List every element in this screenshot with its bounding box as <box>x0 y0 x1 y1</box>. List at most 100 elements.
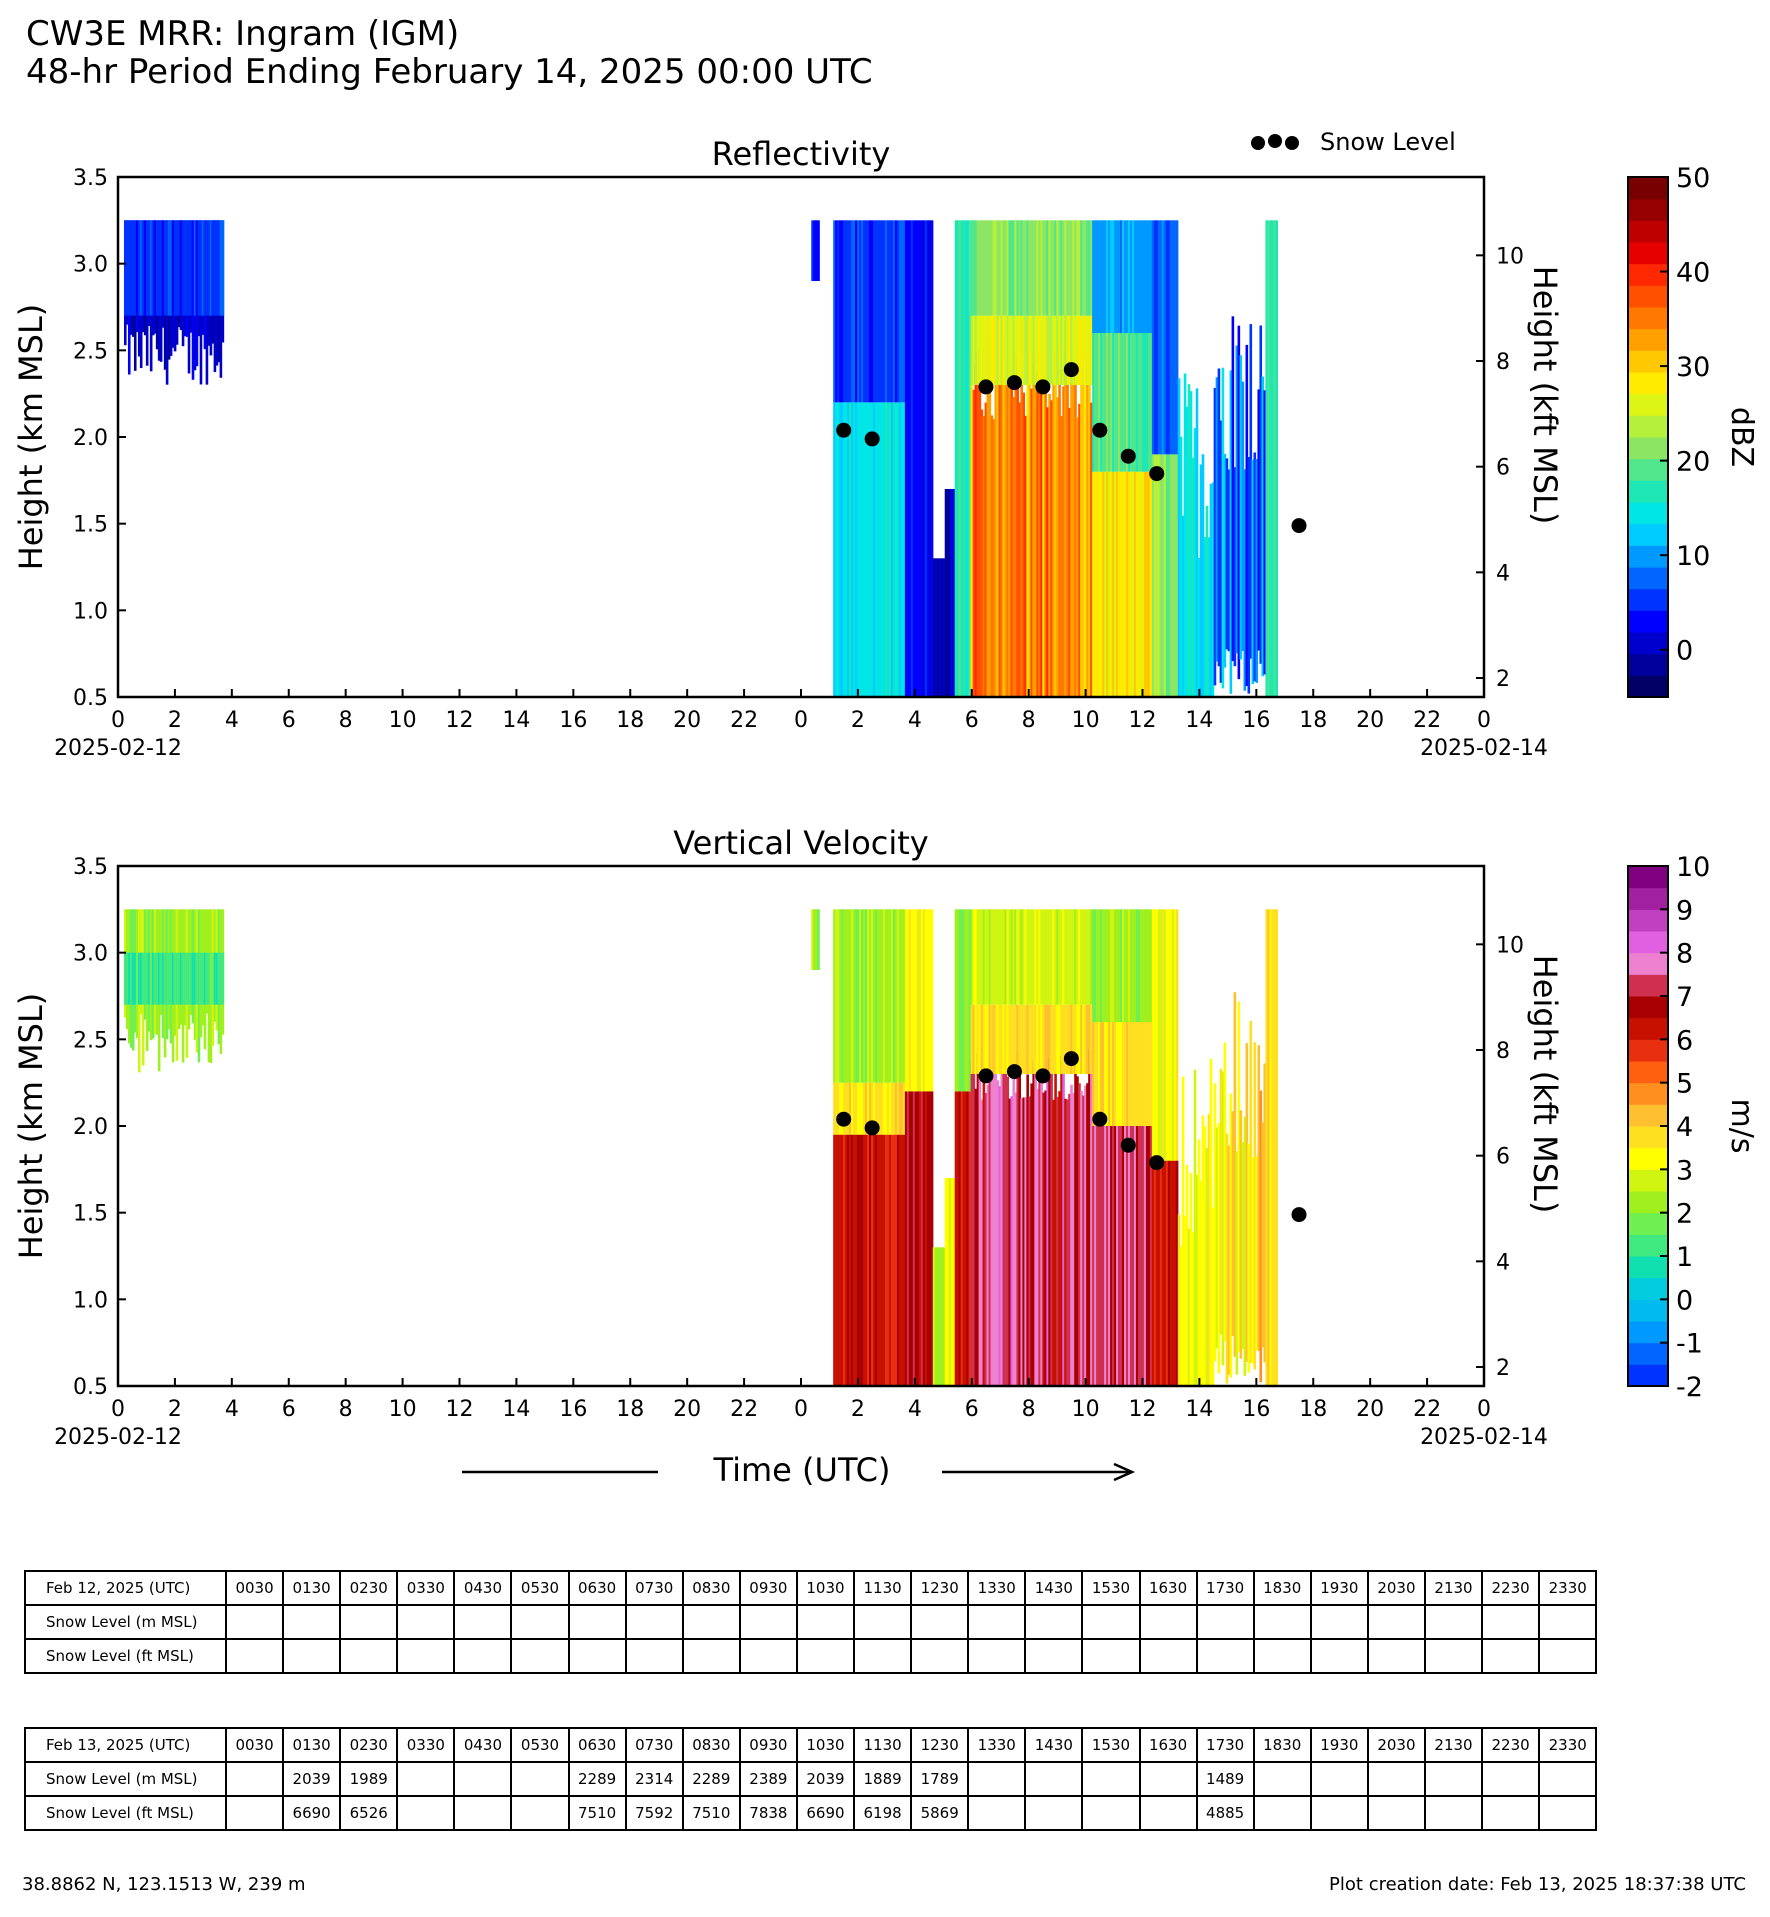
table-cell: 2289 <box>681 1761 741 1797</box>
data-column <box>857 909 860 1083</box>
data-column <box>1000 1067 1004 1386</box>
data-column <box>1042 336 1045 697</box>
data-column <box>1072 220 1075 316</box>
table-cell <box>681 1638 741 1674</box>
data-column <box>1118 471 1121 697</box>
data-column <box>966 1091 970 1386</box>
snow-level-point <box>1035 379 1051 395</box>
data-column <box>1050 1072 1053 1386</box>
colorbar-segment <box>1628 523 1668 546</box>
data-column <box>956 220 960 697</box>
data-column <box>1175 454 1179 697</box>
data-column <box>944 489 948 697</box>
data-column <box>974 909 978 1005</box>
data-column <box>833 1082 836 1135</box>
data-column <box>209 952 213 1005</box>
data-column <box>906 1091 910 1386</box>
data-column <box>990 1004 994 1074</box>
data-column <box>1074 315 1077 385</box>
data-column <box>1255 1156 1259 1351</box>
data-column <box>914 1091 918 1386</box>
data-column <box>221 952 225 1005</box>
data-column <box>1225 1133 1229 1384</box>
data-column <box>1191 457 1195 697</box>
data-column <box>839 1082 842 1135</box>
chart-title: Vertical Velocity <box>673 824 928 862</box>
data-column <box>1139 220 1143 333</box>
data-column <box>1030 388 1033 697</box>
data-column <box>1054 315 1057 385</box>
x-tick-label: 14 <box>1185 708 1213 733</box>
colorbar-label: m/s <box>1724 1099 1759 1154</box>
data-column <box>1050 400 1053 697</box>
data-column <box>876 220 880 403</box>
data-column <box>962 1091 966 1386</box>
data-column <box>1124 909 1127 1022</box>
data-column <box>1086 362 1089 697</box>
x-tick-label: 14 <box>1185 1397 1213 1422</box>
data-column <box>843 402 846 697</box>
data-column <box>1086 909 1089 1005</box>
colorbar-segment <box>1628 1364 1668 1387</box>
data-column <box>928 1091 932 1386</box>
data-column <box>1028 1096 1031 1386</box>
data-column <box>835 402 838 697</box>
data-column <box>863 1134 866 1386</box>
data-column <box>946 489 950 697</box>
data-column <box>199 220 203 316</box>
data-column <box>1054 353 1057 697</box>
data-column <box>948 1178 952 1386</box>
data-column <box>1108 471 1111 697</box>
plot-creation-date: Plot creation date: Feb 13, 2025 18:37:3… <box>1329 1874 1746 1895</box>
table-cell <box>910 1604 970 1640</box>
data-column <box>1018 402 1022 697</box>
data-column <box>1088 333 1091 697</box>
data-column <box>1195 1174 1199 1386</box>
data-column <box>1131 1022 1135 1126</box>
data-column <box>1010 1096 1014 1386</box>
data-column <box>1050 220 1053 316</box>
data-column <box>1002 381 1006 697</box>
data-column <box>1207 1114 1211 1386</box>
data-column <box>1074 909 1077 1005</box>
x-tick-label: 10 <box>389 708 417 733</box>
snow-level-point <box>1035 1068 1051 1084</box>
x-tick-label: 6 <box>282 1397 296 1422</box>
data-column <box>890 1134 894 1386</box>
table-cell <box>510 1795 570 1831</box>
data-column <box>849 220 852 403</box>
table-cell <box>510 1761 570 1797</box>
colorbar-segment <box>1628 996 1668 1019</box>
data-column <box>869 220 872 403</box>
data-column <box>966 220 970 697</box>
data-column <box>1078 315 1081 385</box>
data-column <box>205 952 209 1005</box>
data-column <box>1076 220 1079 316</box>
table-cell <box>1423 1761 1484 1797</box>
data-column <box>876 1082 880 1135</box>
data-column <box>1094 909 1097 1022</box>
table-cell: 1889 <box>853 1761 913 1797</box>
data-column <box>1116 909 1119 1022</box>
table-cell <box>1423 1795 1484 1831</box>
colorbar-tick-label: 50 <box>1676 163 1710 194</box>
data-column <box>918 220 922 697</box>
data-column <box>934 558 938 697</box>
data-column <box>990 415 994 697</box>
data-column <box>1078 909 1081 1005</box>
data-column <box>1171 220 1175 455</box>
data-column <box>1205 505 1209 697</box>
data-column <box>1090 315 1093 385</box>
data-column <box>859 1082 862 1135</box>
end-date-label: 2025-02-14 <box>1420 736 1548 761</box>
data-column <box>847 1134 850 1386</box>
data-column <box>910 220 914 697</box>
data-column <box>1125 1126 1129 1386</box>
data-column <box>143 952 147 1005</box>
data-column <box>1006 909 1010 1005</box>
data-column <box>1187 1228 1191 1386</box>
table-cell <box>1138 1761 1198 1797</box>
data-column <box>1104 333 1107 472</box>
table-row-label: Feb 12, 2025 (UTC) <box>24 1570 227 1606</box>
data-column <box>839 220 842 403</box>
